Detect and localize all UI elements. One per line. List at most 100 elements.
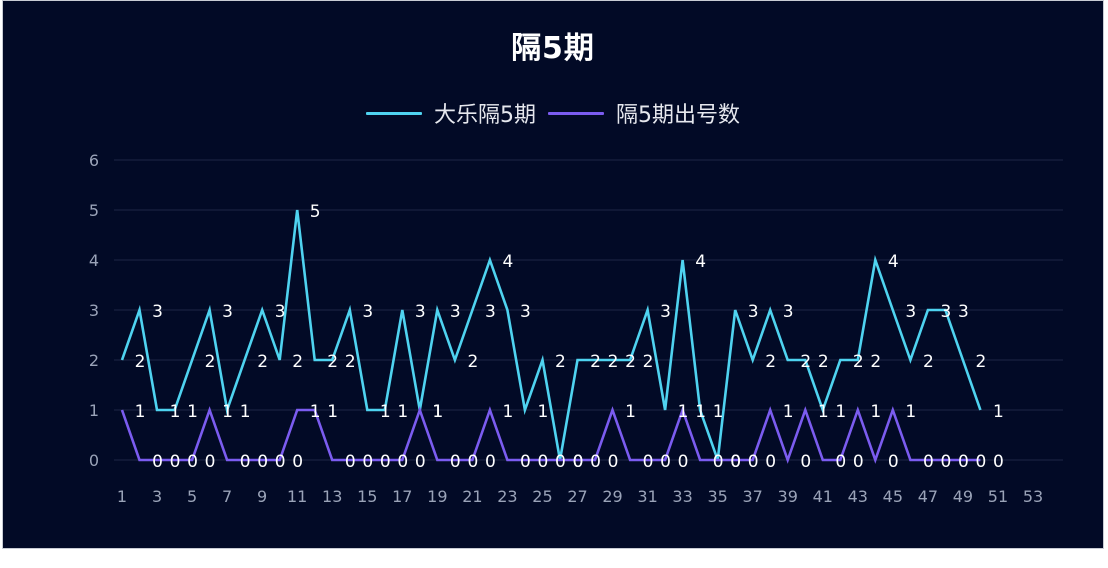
y-tick-label: 2 xyxy=(89,351,99,370)
data-label: 0 xyxy=(397,452,408,472)
x-tick-label: 1 xyxy=(117,487,127,506)
data-label: 4 xyxy=(695,252,706,272)
x-tick-label: 45 xyxy=(883,487,903,506)
y-tick-label: 4 xyxy=(89,251,99,270)
data-label: 3 xyxy=(222,302,233,322)
data-label: 1 xyxy=(870,402,881,422)
legend-line-icon xyxy=(366,111,422,115)
chart-legend: 大乐隔5期 隔5期出号数 xyxy=(3,97,1103,129)
legend-item-series-1[interactable]: 大乐隔5期 xyxy=(366,97,536,129)
data-label: 3 xyxy=(783,302,794,322)
x-tick-label: 3 xyxy=(152,487,162,506)
data-label: 1 xyxy=(625,402,636,422)
data-label: 1 xyxy=(538,402,549,422)
x-tick-label: 13 xyxy=(322,487,342,506)
legend-line-icon xyxy=(548,111,604,115)
x-tick-label: 51 xyxy=(988,487,1008,506)
x-tick-label: 35 xyxy=(707,487,727,506)
data-label: 3 xyxy=(450,302,461,322)
data-label: 3 xyxy=(940,302,951,322)
data-label: 0 xyxy=(520,452,531,472)
data-label: 0 xyxy=(257,452,268,472)
data-label: 0 xyxy=(275,452,286,472)
data-label: 2 xyxy=(923,352,934,372)
data-label: 2 xyxy=(870,352,881,372)
x-tick-label: 49 xyxy=(953,487,973,506)
data-label: 1 xyxy=(187,402,198,422)
data-label: 0 xyxy=(205,452,216,472)
data-label: 0 xyxy=(940,452,951,472)
x-tick-label: 39 xyxy=(778,487,798,506)
x-tick-label: 41 xyxy=(813,487,833,506)
data-label: 1 xyxy=(170,402,181,422)
data-label: 2 xyxy=(853,352,864,372)
data-label: 0 xyxy=(170,452,181,472)
data-label: 1 xyxy=(835,402,846,422)
data-label: 0 xyxy=(573,452,584,472)
x-tick-label: 23 xyxy=(497,487,517,506)
data-label: 0 xyxy=(538,452,549,472)
x-tick-label: 53 xyxy=(1023,487,1043,506)
data-label: 2 xyxy=(976,352,987,372)
data-label: 0 xyxy=(923,452,934,472)
x-tick-label: 33 xyxy=(672,487,692,506)
x-tick-label: 15 xyxy=(357,487,377,506)
data-label: 1 xyxy=(783,402,794,422)
data-label: 4 xyxy=(888,252,899,272)
data-label: 2 xyxy=(590,352,601,372)
x-tick-label: 7 xyxy=(222,487,232,506)
data-label: 3 xyxy=(958,302,969,322)
data-label: 3 xyxy=(520,302,531,322)
data-label: 0 xyxy=(450,452,461,472)
data-label: 1 xyxy=(695,402,706,422)
data-label: 0 xyxy=(485,452,496,472)
data-label: 0 xyxy=(362,452,373,472)
data-label: 1 xyxy=(310,402,321,422)
data-label: 3 xyxy=(415,302,426,322)
data-label: 0 xyxy=(958,452,969,472)
y-tick-label: 0 xyxy=(89,451,99,470)
data-label: 3 xyxy=(905,302,916,322)
data-label: 0 xyxy=(643,452,654,472)
data-label: 1 xyxy=(905,402,916,422)
data-label: 3 xyxy=(660,302,671,322)
data-label: 2 xyxy=(765,352,776,372)
data-label: 2 xyxy=(625,352,636,372)
data-label: 2 xyxy=(467,352,478,372)
data-label: 0 xyxy=(380,452,391,472)
x-tick-label: 29 xyxy=(602,487,622,506)
data-label: 0 xyxy=(888,452,899,472)
data-label: 0 xyxy=(573,452,584,472)
y-tick-label: 5 xyxy=(89,201,99,220)
chart-panel: 隔5期 大乐隔5期 隔5期出号数 xyxy=(2,0,1104,549)
data-label: 2 xyxy=(257,352,268,372)
data-label: 2 xyxy=(205,352,216,372)
data-label: 3 xyxy=(748,302,759,322)
data-label: 0 xyxy=(660,452,671,472)
data-label: 2 xyxy=(327,352,338,372)
data-label: 0 xyxy=(800,452,811,472)
x-tick-label: 17 xyxy=(392,487,412,506)
data-label: 1 xyxy=(397,402,408,422)
data-label: 0 xyxy=(292,452,303,472)
data-label: 1 xyxy=(678,402,689,422)
x-tick-label: 9 xyxy=(257,487,267,506)
data-label: 2 xyxy=(555,352,566,372)
data-label: 1 xyxy=(380,402,391,422)
data-label: 2 xyxy=(292,352,303,372)
data-label: 3 xyxy=(152,302,163,322)
y-tick-label: 3 xyxy=(89,301,99,320)
x-tick-label: 47 xyxy=(918,487,938,506)
data-label: 0 xyxy=(993,452,1004,472)
x-tick-label: 21 xyxy=(462,487,482,506)
data-label: 1 xyxy=(327,402,338,422)
series-line-2 xyxy=(120,406,981,464)
legend-item-series-2[interactable]: 隔5期出号数 xyxy=(548,97,740,129)
data-label: 1 xyxy=(432,402,443,422)
data-label: 1 xyxy=(135,402,146,422)
data-label: 1 xyxy=(432,402,443,422)
data-label: 3 xyxy=(275,302,286,322)
data-label: 0 xyxy=(187,452,198,472)
data-label: 0 xyxy=(730,452,741,472)
